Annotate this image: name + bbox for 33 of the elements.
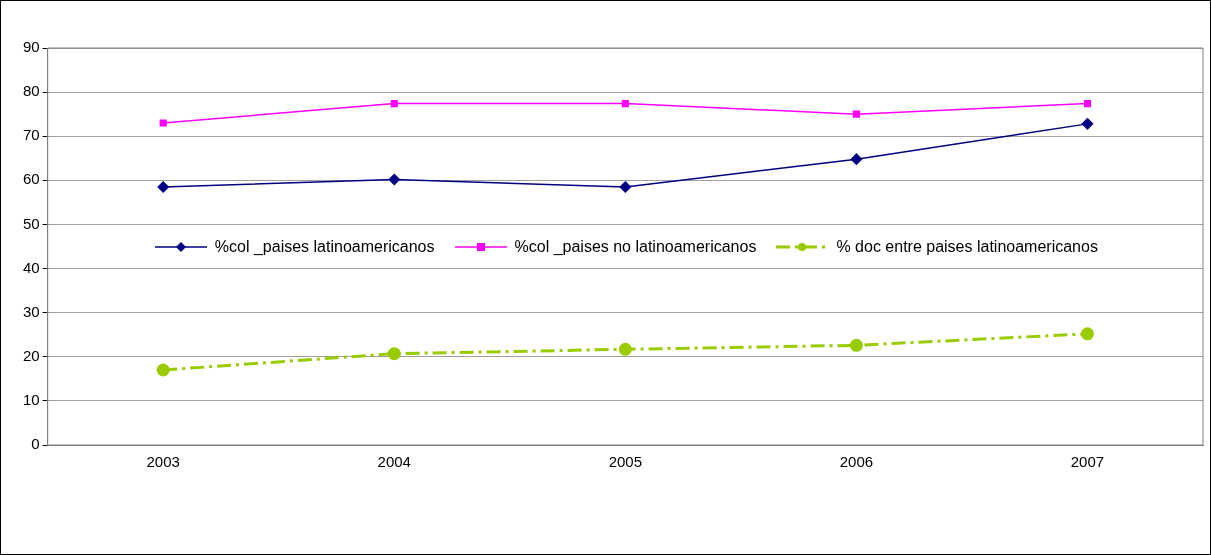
x-tick-label: 2006 <box>839 453 874 471</box>
point <box>388 173 401 186</box>
point <box>157 181 169 193</box>
x-tick-label: 2007 <box>1070 453 1105 471</box>
y-tick-label: 20 <box>23 346 40 364</box>
point <box>1080 327 1094 341</box>
point <box>1083 100 1092 108</box>
point <box>850 153 863 165</box>
point <box>390 100 398 108</box>
point <box>621 100 629 108</box>
x-tick-label: 2004 <box>377 453 411 471</box>
y-tick-label: 50 <box>23 214 40 232</box>
y-tick-label: 80 <box>23 82 40 100</box>
y-tick-label: 10 <box>23 391 40 409</box>
x-tick-label: 2005 <box>608 453 643 471</box>
legend-label: %col _paises latinoamericanos <box>214 237 435 256</box>
x-tick-label: 2003 <box>146 453 180 471</box>
point <box>618 342 632 356</box>
y-tick-label: 30 <box>23 302 40 320</box>
point <box>159 119 167 127</box>
point <box>849 338 863 352</box>
point <box>1081 118 1094 130</box>
y-tick-label: 90 <box>23 38 40 56</box>
legend-label: % doc entre paises latinoamericanos <box>836 237 1098 256</box>
point <box>156 363 170 377</box>
y-tick-label: 60 <box>23 170 40 188</box>
point <box>619 181 632 193</box>
point <box>387 347 401 361</box>
y-tick-label: 40 <box>23 258 40 276</box>
point <box>852 110 860 118</box>
y-tick-label: 0 <box>31 435 40 453</box>
legend-label: %col _paises no latinoamericanos <box>514 237 757 256</box>
y-tick-label: 70 <box>23 126 40 144</box>
